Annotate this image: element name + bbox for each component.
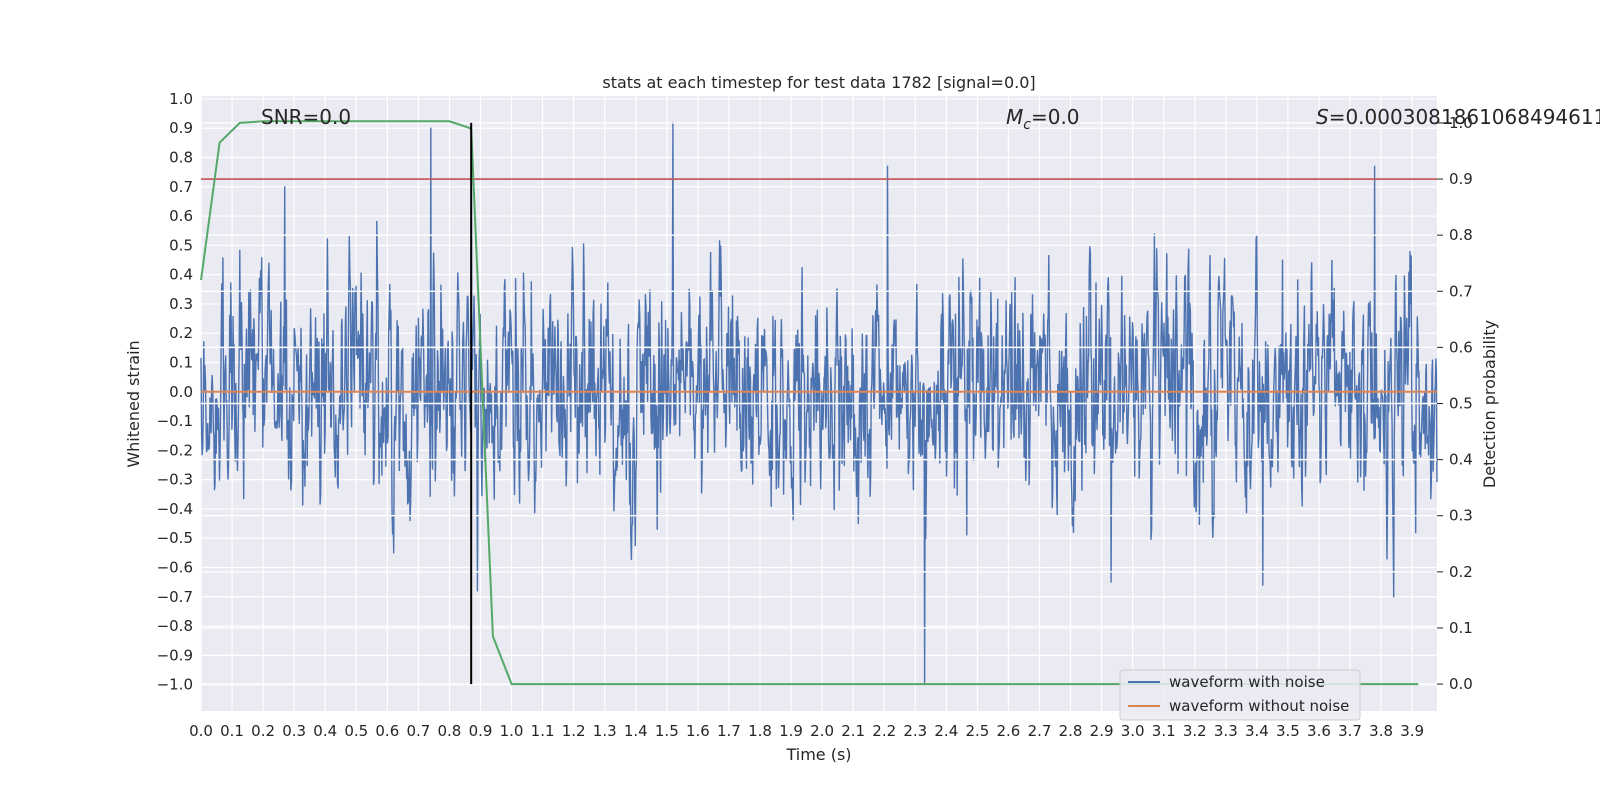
x-tick-label: 3.3 [1214,722,1238,740]
y-tick-label: 0.7 [169,178,193,196]
x-tick-label: 0.2 [251,722,275,740]
y-tick-label: 0.4 [169,266,193,284]
y-axis-right: 1.0 0.9 0.8 0.7 0.6 0.5 0.4 0.3 0.2 0.1 0.0 [1437,114,1473,693]
y-tick-label: 0.2 [169,324,193,342]
s-symbol: S [1316,105,1329,129]
x-tick-label: 3.6 [1307,722,1331,740]
chirp-mass-symbol: M [1006,105,1023,129]
x-tick-label: 1.2 [562,722,586,740]
x-tick-label: 2.3 [903,722,927,740]
x-tick-label: 1.7 [717,722,741,740]
y-tick-label: 0.3 [169,295,193,313]
series-waveform-with-noise [200,121,1438,686]
x-tick-label: 0.5 [344,722,368,740]
chirp-mass-value: =0.0 [1031,105,1080,129]
y-tick-label: −0.8 [157,617,193,635]
x-tick-label: 2.7 [1028,722,1052,740]
x-tick-label: 0.4 [313,722,337,740]
y2-tick-label: 0.6 [1449,338,1473,356]
y2-tick-label: 0.2 [1449,563,1473,581]
x-tick-label: 0.0 [189,722,213,740]
snr-annotation: SNR=0.0 [261,105,351,129]
y-tick-label: −0.3 [157,471,193,489]
x-tick-label: 2.4 [934,722,958,740]
x-tick-label: 2.2 [872,722,896,740]
x-axis-label: Time (s) [785,745,851,764]
s-value: =0.0003081861068494611 [1329,105,1600,129]
x-tick-label: 0.1 [220,722,244,740]
y2-tick-label: 0.9 [1449,170,1473,188]
legend-entry-clean: waveform without noise [1169,697,1349,715]
s-annotation: S=0.0003081861068494611 [1316,105,1600,129]
y-tick-label: 0.9 [169,119,193,137]
y2-tick-label: 0.8 [1449,226,1473,244]
y-tick-label: −0.4 [157,500,193,518]
x-tick-label: 1.8 [748,722,772,740]
x-tick-label: 3.8 [1369,722,1393,740]
y2-axis-label: Detection probability [1480,320,1499,488]
legend-box [1119,669,1361,721]
y-tick-label: −0.7 [157,588,193,606]
y2-tick-label: 0.4 [1449,451,1473,469]
x-tick-label: 3.4 [1245,722,1269,740]
x-tick-label: 0.6 [375,722,399,740]
x-tick-label: 0.9 [469,722,493,740]
y2-tick-label: 0.7 [1449,282,1473,300]
x-tick-label: 2.6 [997,722,1021,740]
x-tick-label: 3.2 [1183,722,1207,740]
y-tick-label: −0.9 [157,646,193,664]
chirp-mass-subscript: c [1023,117,1031,133]
x-tick-label: 1.9 [779,722,803,740]
x-tick-label: 2.0 [810,722,834,740]
y-tick-label: −0.1 [157,412,193,430]
y2-tick-label: 1.0 [1449,114,1473,132]
x-tick-label: 2.9 [1090,722,1114,740]
y-axis-label: Whitened strain [124,340,143,467]
x-tick-label: 0.8 [438,722,462,740]
x-tick-label: 3.0 [1121,722,1145,740]
x-tick-label: 2.8 [1059,722,1083,740]
y-tick-label: 0.5 [169,236,193,254]
y2-tick-label: 0.3 [1449,507,1473,525]
y-tick-label: 0.8 [169,149,193,167]
x-tick-label: 3.9 [1400,722,1424,740]
y-tick-label: −0.2 [157,441,193,459]
y2-tick-label: 0.5 [1449,395,1473,413]
x-tick-label: 3.5 [1276,722,1300,740]
legend-entry-noise: waveform with noise [1169,673,1325,691]
y2-tick-label: 0.1 [1449,619,1473,637]
y-tick-label: −0.5 [157,529,193,547]
y-tick-label: 0.0 [169,383,193,401]
legend: waveform with noise waveform without noi… [1119,669,1361,721]
x-tick-label: 3.1 [1152,722,1176,740]
series-detection-probability [200,120,1419,686]
y-tick-label: 0.6 [169,207,193,225]
x-tick-label: 1.6 [686,722,710,740]
x-tick-label: 1.5 [655,722,679,740]
x-tick-label: 1.4 [624,722,648,740]
y2-tick-label: 0.0 [1449,675,1473,693]
x-tick-label: 0.3 [282,722,306,740]
chart-title: stats at each timestep for test data 178… [602,73,1035,92]
x-tick-label: 2.5 [965,722,989,740]
x-axis: 0.0 0.1 0.2 0.3 0.4 0.5 0.6 0.7 0.8 0.9 1.0 1.1 1.2 1… [189,722,1424,740]
y-axis-left: 1.0 0.9 0.8 0.7 0.6 0.5 0.4 0.3 0.2 0.1 0.0 −0.1 −0.… [157,90,193,694]
x-tick-label: 1.0 [500,722,524,740]
x-tick-label: 3.7 [1338,722,1362,740]
y-tick-label: −0.6 [157,559,193,577]
x-tick-label: 1.3 [593,722,617,740]
y-tick-label: 1.0 [169,90,193,108]
x-tick-label: 1.1 [531,722,555,740]
chirp-mass-annotation: Mc=0.0 [1006,105,1080,133]
x-tick-label: 2.1 [841,722,865,740]
y-tick-label: 0.1 [169,354,193,372]
x-tick-label: 0.7 [406,722,430,740]
plot-area [200,120,1438,686]
y-tick-label: −1.0 [157,676,193,694]
